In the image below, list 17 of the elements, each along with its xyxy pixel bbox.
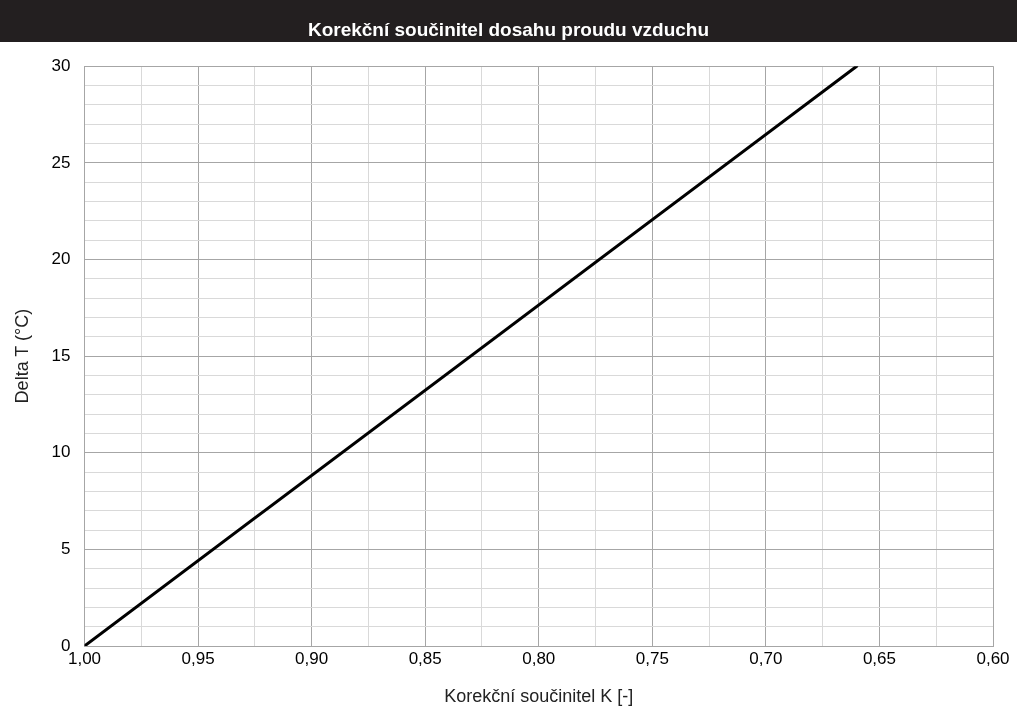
y-tick-label: 10 bbox=[51, 442, 71, 462]
y-tick-label: 25 bbox=[51, 152, 71, 172]
y-tick-label: 30 bbox=[51, 55, 71, 75]
y-tick-label: 5 bbox=[61, 539, 71, 559]
x-tick-label: 0,60 bbox=[976, 648, 1010, 668]
chart-title: Korekční součinitel dosahu proudu vzduchu bbox=[307, 19, 710, 40]
y-tick-label: 15 bbox=[51, 345, 71, 365]
x-tick-label: 0,90 bbox=[295, 648, 329, 668]
x-tick-label: 0,75 bbox=[635, 648, 669, 668]
x-tick-label: 0,85 bbox=[408, 648, 442, 668]
x-axis-title: Korekční součinitel K [-] bbox=[444, 686, 634, 707]
x-tick-label: 0,70 bbox=[749, 648, 783, 668]
x-tick-label: 0,95 bbox=[181, 648, 215, 668]
y-axis-title: Delta T (°C) bbox=[11, 308, 32, 404]
x-tick-label: 0,65 bbox=[862, 648, 896, 668]
y-tick-label: 20 bbox=[51, 249, 71, 269]
x-tick-label: 0,80 bbox=[522, 648, 556, 668]
